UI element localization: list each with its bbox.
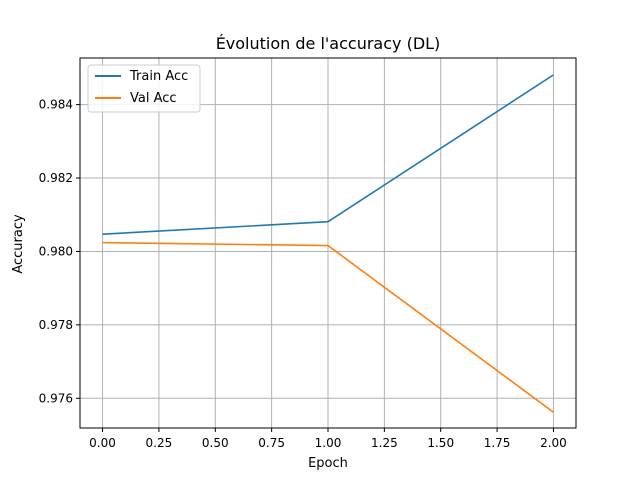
x-tick-label: 1.50 <box>427 436 454 450</box>
chart-title: Évolution de l'accuracy (DL) <box>216 34 441 53</box>
series-line-val-acc <box>102 241 554 413</box>
axis-ticks: 0.00 0.25 0.50 0.75 1.00 1.25 1.50 1.75 2.00 0.97… <box>39 98 567 450</box>
series-line-train-acc <box>102 74 554 235</box>
y-tick-label: 0.976 <box>39 391 73 405</box>
x-tick-label: 1.75 <box>484 436 511 450</box>
y-tick-label: 0.982 <box>39 171 73 185</box>
x-tick-label: 1.00 <box>315 436 342 450</box>
x-tick-label: 0.25 <box>146 436 173 450</box>
legend-label: Val Acc <box>130 91 177 106</box>
y-tick-label: 0.978 <box>39 318 73 332</box>
legend-label: Train Acc <box>129 69 188 84</box>
x-tick-label: 0.50 <box>202 436 229 450</box>
y-tick-label: 0.984 <box>39 98 73 112</box>
x-tick-label: 0.75 <box>258 436 285 450</box>
series-lines <box>102 74 554 413</box>
y-tick-label: 0.980 <box>39 244 73 258</box>
y-axis-label: Accuracy <box>11 214 26 274</box>
legend: Train Acc Val Acc <box>87 64 201 113</box>
x-axis-label: Epoch <box>308 456 348 471</box>
x-tick-label: 1.25 <box>371 436 398 450</box>
x-tick-label: 0.00 <box>89 436 116 450</box>
grid <box>80 58 576 428</box>
x-tick-label: 2.00 <box>540 436 567 450</box>
